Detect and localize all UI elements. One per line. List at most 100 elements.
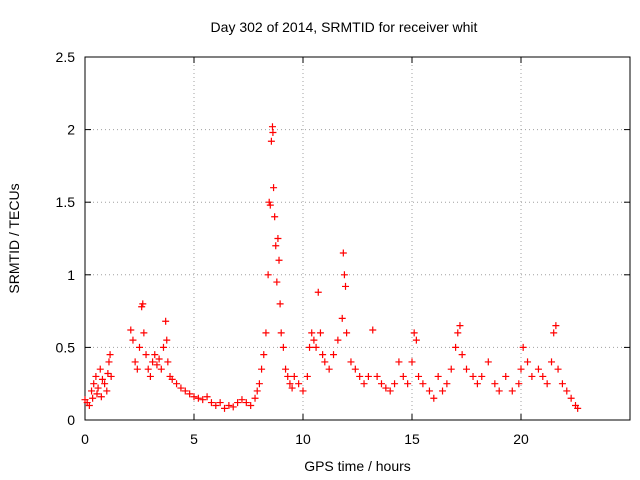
data-point <box>103 387 111 395</box>
x-tick-label: 0 <box>81 431 89 447</box>
data-point <box>478 372 486 380</box>
data-point <box>262 329 270 337</box>
x-tick-label: 20 <box>513 431 529 447</box>
data-point <box>412 336 420 344</box>
data-point <box>339 249 347 257</box>
data-point <box>139 300 147 308</box>
data-point <box>203 393 211 401</box>
data-point <box>151 351 159 359</box>
data-point <box>129 336 137 344</box>
data-point <box>456 322 464 330</box>
data-point <box>517 365 525 373</box>
data-point <box>306 343 314 351</box>
data-point <box>330 351 338 359</box>
y-tick-label: 0.5 <box>56 339 76 355</box>
chart-title: Day 302 of 2014, SRMTID for receiver whi… <box>211 19 478 35</box>
data-point <box>89 394 97 402</box>
data-point <box>270 184 278 192</box>
data-point <box>314 288 322 296</box>
data-point <box>528 372 536 380</box>
data-point <box>382 384 390 392</box>
data-point <box>107 372 115 380</box>
data-point <box>194 394 202 402</box>
data-point <box>97 393 105 401</box>
data-point <box>277 329 285 337</box>
plot-frame <box>84 56 631 421</box>
data-point <box>539 372 547 380</box>
data-point <box>469 372 477 380</box>
data-point <box>299 387 307 395</box>
data-point <box>340 271 348 279</box>
data-point <box>310 336 318 344</box>
data-point <box>338 314 346 322</box>
data-point <box>207 399 215 407</box>
x-tick-label: 10 <box>295 431 311 447</box>
data-point <box>247 401 255 409</box>
y-axis-label: SRMTID / TECUs <box>6 183 22 293</box>
data-point <box>153 361 161 369</box>
data-point <box>550 329 558 337</box>
data-point <box>101 380 109 388</box>
data-point <box>251 394 259 402</box>
data-point <box>548 358 556 366</box>
data-point <box>334 336 342 344</box>
data-point <box>303 372 311 380</box>
data-point <box>319 351 327 359</box>
data-point <box>312 343 320 351</box>
data-point <box>399 372 407 380</box>
data-point <box>343 329 351 337</box>
data-point <box>173 380 181 388</box>
data-point <box>255 380 263 388</box>
data-point <box>342 282 350 290</box>
data-point <box>186 390 194 398</box>
data-point <box>199 396 207 404</box>
data-point <box>567 394 575 402</box>
y-tick-label: 0 <box>67 412 75 428</box>
data-point <box>253 387 261 395</box>
data-point <box>524 358 532 366</box>
data-point <box>92 372 100 380</box>
data-point <box>360 380 368 388</box>
data-point <box>369 326 377 334</box>
data-point <box>447 365 455 373</box>
data-point <box>144 365 152 373</box>
data-point <box>157 365 165 373</box>
data-point <box>105 358 113 366</box>
data-series <box>81 123 582 412</box>
data-point <box>373 372 381 380</box>
data-point <box>275 256 283 264</box>
data-point <box>430 394 438 402</box>
data-point <box>290 372 298 380</box>
data-point <box>266 201 274 209</box>
data-point <box>94 384 102 392</box>
data-point <box>325 365 333 373</box>
data-point <box>273 278 281 286</box>
data-point <box>491 380 499 388</box>
data-point <box>168 375 176 383</box>
data-point <box>286 380 294 388</box>
data-point <box>391 380 399 388</box>
x-axis-label: GPS time / hours <box>304 458 411 474</box>
data-point <box>93 390 101 398</box>
x-tick-label: 5 <box>190 431 198 447</box>
data-point <box>225 401 233 409</box>
data-point <box>229 403 237 411</box>
data-point <box>454 329 462 337</box>
y-tick-label: 1.5 <box>56 194 76 210</box>
data-point <box>543 380 551 388</box>
data-point <box>364 372 372 380</box>
data-point <box>106 351 114 359</box>
data-point <box>377 380 385 388</box>
data-point <box>458 351 466 359</box>
data-point <box>267 137 275 145</box>
data-point <box>177 384 185 392</box>
data-point <box>90 380 98 388</box>
data-point <box>463 365 470 373</box>
data-point <box>415 372 423 380</box>
data-point <box>356 372 364 380</box>
data-point <box>269 129 277 137</box>
data-point <box>508 387 516 395</box>
data-point <box>443 380 451 388</box>
data-point <box>502 372 510 380</box>
data-point <box>159 343 167 351</box>
